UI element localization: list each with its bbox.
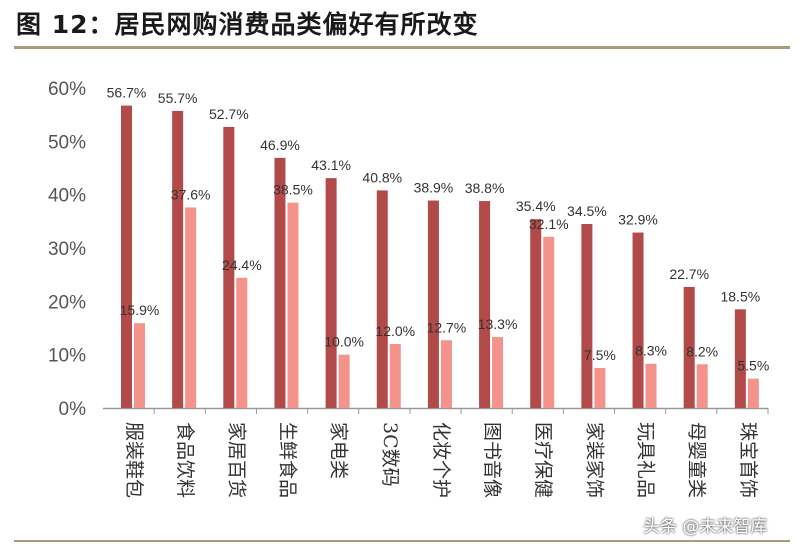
title-rule xyxy=(14,46,790,49)
x-tick-label: 图书音像 xyxy=(481,422,503,498)
y-tick-label: 60% xyxy=(48,79,86,100)
x-tick-label: 化妆个护 xyxy=(430,422,452,498)
bar xyxy=(530,219,542,408)
bar xyxy=(172,110,184,408)
data-label: 10.0% xyxy=(324,334,364,350)
bar xyxy=(747,378,759,408)
data-label: 8.3% xyxy=(635,343,667,359)
bottom-rule xyxy=(14,540,790,542)
bar xyxy=(185,207,197,408)
y-tick-label: 50% xyxy=(48,132,86,153)
x-tick-label: 母婴童类 xyxy=(686,422,708,498)
data-label: 55.7% xyxy=(158,90,198,106)
data-label: 38.9% xyxy=(414,180,454,196)
chart-title: 图 12：居民网购消费品类偏好有所改变 xyxy=(16,10,479,39)
bar xyxy=(543,236,555,408)
x-tick-label: 珠宝首饰 xyxy=(737,422,759,498)
y-tick-label: 10% xyxy=(48,346,86,367)
data-label: 34.5% xyxy=(567,203,607,219)
bar xyxy=(696,364,708,408)
data-label: 12.7% xyxy=(427,319,467,335)
y-tick-label: 30% xyxy=(48,239,86,260)
y-tick-label: 0% xyxy=(59,399,87,420)
data-label: 35.4% xyxy=(516,198,556,214)
bar xyxy=(734,309,746,408)
x-tick-label: 医疗保健 xyxy=(532,422,554,498)
x-tick-label: 家装家饰 xyxy=(583,422,605,498)
data-label: 24.4% xyxy=(222,257,262,273)
data-label: 43.1% xyxy=(311,157,351,173)
y-tick-label: 40% xyxy=(48,186,86,207)
data-label: 56.7% xyxy=(107,85,147,101)
data-label: 5.5% xyxy=(737,358,769,374)
x-tick-label: 家电类 xyxy=(328,422,350,479)
bar xyxy=(376,190,388,408)
bar xyxy=(440,340,452,408)
bar xyxy=(389,344,401,408)
bar xyxy=(134,323,145,408)
data-label: 38.8% xyxy=(465,180,505,196)
data-label: 52.7% xyxy=(209,106,249,122)
x-tick-label: 3C数码 xyxy=(379,422,401,487)
data-label: 38.5% xyxy=(273,182,313,198)
bar xyxy=(223,126,235,408)
bar xyxy=(325,178,337,408)
y-tick-label: 20% xyxy=(48,292,86,313)
x-tick-label: 生鲜食品 xyxy=(276,422,298,498)
data-label: 7.5% xyxy=(584,347,616,363)
data-label: 8.2% xyxy=(686,343,718,359)
bar xyxy=(121,105,132,408)
bar xyxy=(427,200,439,408)
data-label: 22.7% xyxy=(669,266,709,282)
x-tick-label: 家居百货 xyxy=(225,422,247,498)
data-label: 40.8% xyxy=(362,169,402,185)
data-label: 32.9% xyxy=(618,212,658,228)
bar xyxy=(274,157,286,408)
x-tick-label: 食品饮料 xyxy=(174,422,196,498)
bar xyxy=(338,354,350,408)
data-label: 46.9% xyxy=(260,137,300,153)
bar xyxy=(236,277,248,408)
bar xyxy=(594,368,606,408)
data-label: 18.5% xyxy=(720,288,760,304)
bar xyxy=(479,201,491,408)
watermark: 头条 @未来智库 xyxy=(643,517,768,537)
data-label: 13.3% xyxy=(478,316,518,332)
bar xyxy=(632,232,644,408)
bar xyxy=(287,202,299,408)
bar xyxy=(581,224,593,408)
data-label: 37.6% xyxy=(171,186,211,202)
bar xyxy=(683,286,695,408)
data-label: 15.9% xyxy=(120,302,160,318)
x-tick-label: 服装鞋包 xyxy=(123,422,145,498)
bar xyxy=(645,363,657,408)
bar xyxy=(492,337,504,408)
data-label: 12.0% xyxy=(375,323,415,339)
x-tick-label: 玩具礼品 xyxy=(635,422,657,498)
data-label: 32.1% xyxy=(529,216,569,232)
